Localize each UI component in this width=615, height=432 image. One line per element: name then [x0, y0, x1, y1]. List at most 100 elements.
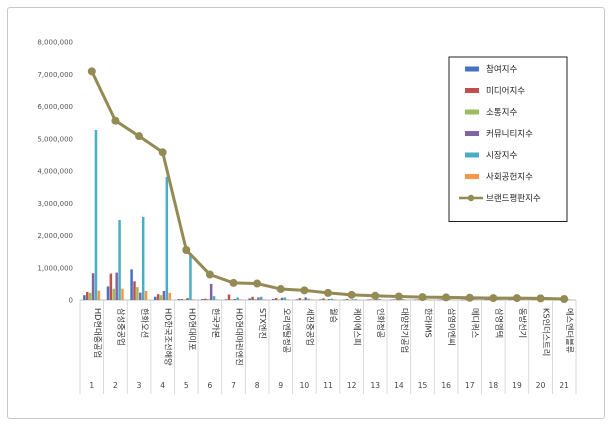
line-point-13: [371, 291, 380, 300]
bar-1-5: [177, 299, 181, 300]
bar-1-9: [272, 299, 275, 300]
line-point-20: [536, 294, 545, 303]
line-point-17: [465, 293, 474, 302]
bar-6-11: [333, 299, 337, 300]
bar-2-13: [369, 299, 372, 300]
bar-1-7: [224, 299, 228, 300]
rank-label: 14: [394, 381, 404, 390]
category-label: 메디쿼스: [471, 308, 481, 339]
bar-1-10: [295, 299, 299, 300]
category-label: 오리엔탈정공: [282, 308, 292, 354]
legend-label: 브랜드평판지수: [486, 193, 541, 204]
bar-6-8: [262, 299, 266, 300]
legend-swatch: [465, 109, 479, 115]
bar-3-2: [112, 288, 116, 300]
bar-2-3: [133, 281, 136, 300]
rank-label: 4: [160, 381, 165, 390]
category-label: 동방선기: [518, 308, 528, 338]
rank-label: 7: [231, 381, 236, 390]
bar-2-19: [511, 299, 514, 300]
rank-label: 13: [370, 381, 380, 390]
line-point-10: [300, 286, 309, 295]
bar-2-10: [298, 298, 302, 300]
bar-4-2: [115, 272, 118, 300]
legend-swatch: [465, 66, 479, 72]
legend-label: 사회공헌지수: [486, 173, 533, 183]
bar-5-5: [189, 254, 192, 300]
y-tick-label: 4,000,000: [37, 168, 73, 176]
bar-6-17: [475, 299, 479, 301]
category-label: 한라IMS: [423, 308, 433, 338]
line-point-16: [442, 293, 451, 302]
x-axis: HD현대중공업 1 삼성중공업 2 한화오션 3 HD한국조선해양 4 HD현대미포 5 한국카본 6…: [79, 300, 577, 394]
bar-6-10: [310, 299, 313, 300]
line-point-4: [158, 148, 167, 157]
bar-6-2: [121, 288, 124, 300]
legend-swatch: [465, 131, 479, 136]
bar-5-15: [425, 299, 428, 300]
bar-3-10: [301, 299, 304, 300]
bar-6-9: [286, 299, 290, 300]
bar-5-6: [212, 296, 216, 300]
bar-6-19: [522, 299, 526, 301]
legend-swatch: [465, 174, 479, 179]
bar-6-13: [381, 299, 384, 301]
bar-6-4: [168, 292, 171, 300]
bar-4-9: [280, 297, 284, 300]
bar-6-3: [144, 290, 148, 300]
bar-6-18: [499, 299, 502, 301]
bar-1-2: [106, 286, 110, 300]
line-series: [87, 67, 569, 304]
category-label: 케이에스피: [353, 308, 363, 346]
line-point-9: [276, 285, 285, 294]
bar-5-4: [165, 176, 169, 300]
category-label: HD한국조선해양: [164, 308, 174, 366]
bar-5-12: [354, 299, 358, 300]
bar-3-8: [254, 299, 257, 300]
line-point-12: [347, 290, 356, 299]
bar-4-5: [186, 298, 189, 300]
bar-2-1: [86, 291, 89, 300]
bar-1-14: [390, 299, 393, 301]
rank-label: 17: [465, 381, 475, 390]
bar-5-18: [496, 299, 499, 300]
rank-label: 2: [113, 381, 118, 390]
bar-2-14: [393, 299, 396, 300]
bar-4-11: [328, 299, 331, 300]
rank-label: 10: [300, 381, 310, 390]
bar-2-6: [204, 298, 207, 300]
y-tick-label: 3,000,000: [37, 200, 73, 208]
bar-1-4: [153, 296, 157, 300]
bar-2-18: [487, 299, 491, 300]
line-point-3: [135, 132, 144, 141]
bar-5-14: [401, 299, 405, 300]
category-label: 삼성중공업: [116, 308, 126, 346]
rank-label: 19: [512, 381, 522, 390]
category-label: HD현대마린엔진: [235, 308, 245, 366]
bar-2-5: [180, 299, 183, 300]
y-tick-label: 1,000,000: [37, 264, 73, 272]
bar-6-15: [428, 299, 431, 301]
legend-swatch-point: [467, 194, 475, 202]
legend-label: 소통지수: [486, 108, 517, 118]
bar-5-21: [567, 299, 570, 300]
bar-5-2: [118, 220, 121, 300]
line-point-11: [324, 288, 332, 297]
bar-5-10: [307, 298, 310, 300]
rank-label: 3: [137, 381, 142, 390]
rank-label: 1: [89, 381, 94, 390]
bar-5-3: [141, 216, 145, 300]
bar-1-6: [201, 299, 204, 300]
legend-swatch: [465, 88, 479, 93]
category-label: 월승: [329, 308, 339, 324]
bar-1-18: [484, 299, 488, 301]
bar-2-16: [440, 299, 443, 300]
rank-label: 20: [536, 381, 546, 390]
line-point-8: [253, 279, 262, 288]
rank-label: 6: [208, 381, 213, 390]
bar-2-9: [274, 298, 278, 300]
bar-4-3: [139, 292, 142, 300]
legend-label: 시장지수: [486, 150, 517, 161]
category-label: 삼영이엔씨: [447, 308, 457, 346]
category-label: 에스엔더블류: [565, 308, 575, 354]
